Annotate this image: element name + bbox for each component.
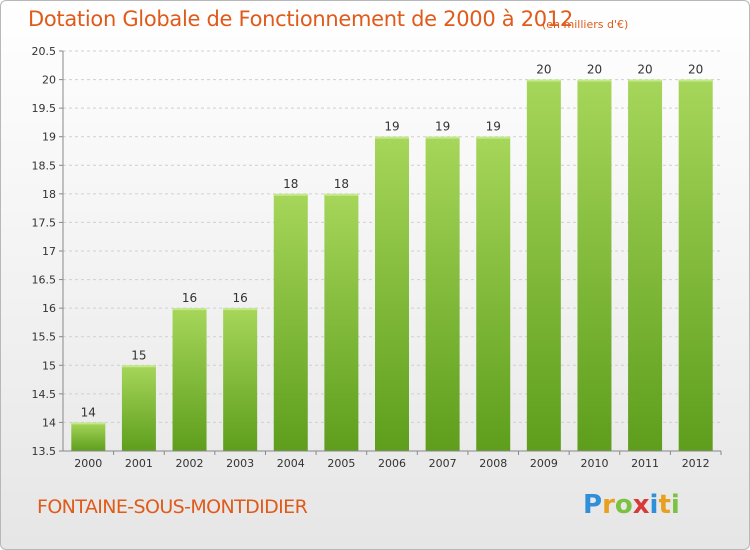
x-tick-label: 2006 <box>378 457 406 470</box>
axes: 13.5 14 14.5 15 15.5 16 16.5 17 17.5 18 18.5 19 19.5… <box>32 45 722 470</box>
x-tick-label: 2002 <box>176 457 204 470</box>
bar <box>375 136 409 451</box>
bar <box>273 193 308 451</box>
logo-letter: i <box>649 490 659 520</box>
x-tick-label: 2003 <box>226 457 254 470</box>
x-tick-label: 2008 <box>479 457 507 470</box>
y-tick-label: 18 <box>42 188 56 201</box>
bar-highlight <box>375 136 409 139</box>
bar-value-label: 18 <box>283 177 298 191</box>
bar <box>425 136 460 451</box>
bar-highlight <box>71 422 106 425</box>
bars: 14 15 16 16 18 18 19 19 19 20 20 20 20 <box>71 63 713 452</box>
x-tick-label: 2012 <box>682 457 710 470</box>
y-tick-label: 17 <box>42 245 56 258</box>
x-tick-label: 2009 <box>530 457 558 470</box>
proxiti-logo: Proxiti <box>583 490 680 520</box>
y-tick-label: 13.5 <box>32 445 57 458</box>
y-tick-label: 17.5 <box>32 216 57 229</box>
bar <box>476 136 511 451</box>
logo-letter: r <box>602 490 615 520</box>
bar <box>324 193 359 451</box>
x-tick-label: 2000 <box>74 457 102 470</box>
bar-highlight <box>628 79 663 82</box>
x-tick-label: 2007 <box>429 457 457 470</box>
x-tick-label: 2001 <box>125 457 153 470</box>
y-tick-label: 19.5 <box>32 102 57 115</box>
chart-subtitle: (en milliers d'€) <box>542 18 629 31</box>
logo-letter: x <box>632 490 650 520</box>
bar-value-label: 20 <box>688 63 703 77</box>
logo-letter: P <box>583 490 603 520</box>
bar-value-label: 16 <box>233 291 248 305</box>
y-tick-label: 15.5 <box>32 331 57 344</box>
y-tick-label: 18.5 <box>32 159 57 172</box>
x-tick-label: 2004 <box>277 457 305 470</box>
y-tick-label: 16.5 <box>32 274 57 287</box>
logo-letter: i <box>670 490 680 520</box>
bar <box>223 308 258 451</box>
bar-value-label: 19 <box>435 120 450 134</box>
bar-highlight <box>273 193 308 196</box>
bar <box>121 365 156 451</box>
bar-highlight <box>223 308 258 311</box>
bar <box>526 79 561 452</box>
y-tick-label: 20 <box>42 74 56 87</box>
logo-letter: o <box>614 490 633 520</box>
bar-highlight <box>425 136 460 139</box>
logo-letter: t <box>658 490 671 520</box>
x-tick-label: 2010 <box>580 457 608 470</box>
bar-highlight <box>678 79 713 82</box>
y-tick-label: 14 <box>42 416 56 429</box>
y-tick-label: 19 <box>42 131 56 144</box>
bar-highlight <box>324 193 359 196</box>
x-tick-label: 2011 <box>631 457 659 470</box>
bar <box>172 308 207 451</box>
chart-title: Dotation Globale de Fonctionnement de 20… <box>28 7 573 31</box>
bar-highlight <box>172 308 207 311</box>
bar-value-label: 14 <box>81 405 96 419</box>
bar <box>71 422 106 451</box>
x-tick-label: 2005 <box>327 457 355 470</box>
bar-value-label: 19 <box>486 120 501 134</box>
bar-value-label: 20 <box>587 63 602 77</box>
y-tick-label: 14.5 <box>32 388 57 401</box>
bar-value-label: 20 <box>637 63 652 77</box>
bar-highlight <box>476 136 511 139</box>
y-tick-label: 16 <box>42 302 56 315</box>
bar-highlight <box>121 365 156 368</box>
bar-highlight <box>526 79 561 82</box>
bar <box>628 79 663 452</box>
bar-value-label: 19 <box>384 120 399 134</box>
y-tick-label: 15 <box>42 359 56 372</box>
bar <box>577 79 612 452</box>
y-tick-label: 20.5 <box>32 45 57 58</box>
bar <box>678 79 713 452</box>
bar-value-label: 18 <box>334 177 349 191</box>
bar-value-label: 15 <box>131 348 146 362</box>
bar-value-label: 16 <box>182 291 197 305</box>
bar-highlight <box>577 79 612 82</box>
bar-value-label: 20 <box>536 63 551 77</box>
commune-name: FONTAINE-SOUS-MONTDIDIER <box>37 496 308 518</box>
